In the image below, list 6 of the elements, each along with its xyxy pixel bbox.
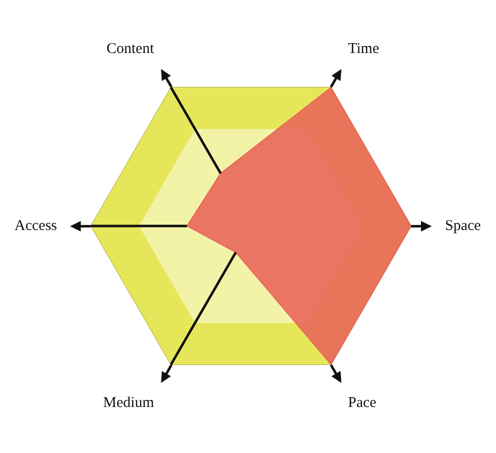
spoke-label: Access <box>14 218 58 234</box>
spoke-label: Time <box>348 40 380 57</box>
spoke-label: Space <box>444 218 482 234</box>
spoke-label: Medium <box>103 394 154 411</box>
spoke-label: Content <box>106 40 155 57</box>
spoke-label: Pace <box>348 394 377 411</box>
